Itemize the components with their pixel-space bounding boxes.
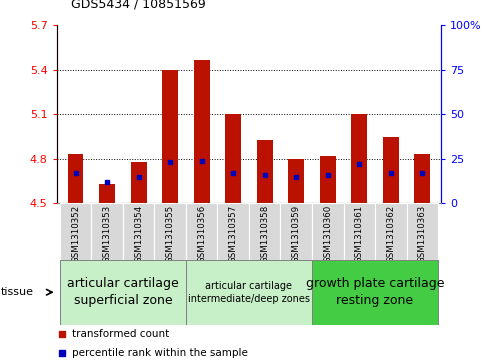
Text: GSM1310357: GSM1310357 [229,205,238,263]
Bar [91,203,123,260]
Bar [217,203,249,260]
Bar [320,156,336,203]
Bar [383,136,399,203]
Text: articular cartilage
superficial zone: articular cartilage superficial zone [67,277,179,307]
Bar [352,114,367,203]
Bar [99,184,115,203]
Text: GSM1310356: GSM1310356 [197,205,206,263]
Bar [123,203,154,260]
Bar [288,159,304,203]
Text: growth plate cartilage
resting zone: growth plate cartilage resting zone [306,277,444,307]
Bar [60,203,91,260]
Bar [68,154,83,203]
Bar [249,203,281,260]
Bar [225,114,241,203]
Bar [154,203,186,260]
Text: GSM1310354: GSM1310354 [134,205,143,263]
Text: GSM1310359: GSM1310359 [292,205,301,263]
Bar [162,70,178,203]
Text: GSM1310353: GSM1310353 [103,205,111,263]
Bar [281,203,312,260]
Bar [131,162,146,203]
Text: percentile rank within the sample: percentile rank within the sample [72,348,248,359]
Text: GSM1310355: GSM1310355 [166,205,175,263]
Text: transformed count: transformed count [72,329,169,339]
Text: GSM1310363: GSM1310363 [418,205,427,263]
Bar [257,139,273,203]
Bar [186,203,217,260]
Text: GSM1310361: GSM1310361 [355,205,364,263]
Text: tissue: tissue [0,287,34,297]
Text: GDS5434 / 10851569: GDS5434 / 10851569 [71,0,206,11]
Text: articular cartilage
intermediate/deep zones: articular cartilage intermediate/deep zo… [188,281,310,304]
Bar [415,154,430,203]
Text: GSM1310362: GSM1310362 [387,205,395,263]
Bar [312,203,344,260]
Text: GSM1310358: GSM1310358 [260,205,269,263]
Bar [407,203,438,260]
Bar [312,260,438,325]
Text: GSM1310360: GSM1310360 [323,205,332,263]
Bar [344,203,375,260]
Bar [194,60,210,203]
Text: GSM1310352: GSM1310352 [71,205,80,263]
Bar [186,260,312,325]
Bar [375,203,407,260]
Bar [60,260,186,325]
